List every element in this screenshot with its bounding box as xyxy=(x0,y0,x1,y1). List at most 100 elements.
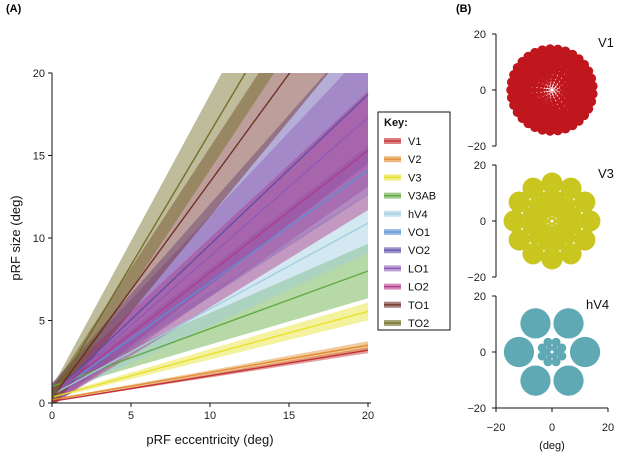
prf-dot xyxy=(543,357,553,367)
prf-dot xyxy=(550,87,552,89)
prf-dot xyxy=(549,89,551,91)
prf-dot xyxy=(536,82,543,89)
prf-dot xyxy=(506,85,517,95)
y-tick-label: 15 xyxy=(33,151,45,163)
legend-label-hv4: hV4 xyxy=(408,209,428,221)
prf-dot xyxy=(554,90,558,93)
prf-dot xyxy=(542,98,548,105)
prf-dot xyxy=(559,209,569,219)
prf-dot xyxy=(551,216,556,221)
band-hv4 xyxy=(52,193,368,400)
x-tick-label: 5 xyxy=(128,410,134,422)
prf-dot xyxy=(557,351,567,361)
subplot-y-tick-label: −20 xyxy=(467,403,486,415)
prf-dot xyxy=(542,75,548,82)
prf-dot xyxy=(552,91,554,93)
y-ticks: 0 5 10 15 20 xyxy=(33,68,52,410)
panel-b-x-axis-title: (deg) xyxy=(539,440,565,452)
prf-dot xyxy=(540,91,546,97)
legend: Key: V1 V2 V3 V3AB hV4 VO1 VO2 LO1 LO2 TO1 TO2 xyxy=(377,111,451,331)
fit-line-v1 xyxy=(52,349,369,403)
prf-dot xyxy=(586,73,597,84)
prf-dot xyxy=(552,87,554,89)
prf-dot xyxy=(506,77,517,88)
panel-b-x-tick-label: 20 xyxy=(602,422,614,434)
legend-label-to1: TO1 xyxy=(408,300,429,312)
prf-dot xyxy=(556,91,560,95)
prf-dot xyxy=(547,229,557,239)
prf-dot xyxy=(550,81,554,85)
prf-dot xyxy=(552,92,556,95)
prf-dot xyxy=(540,87,545,93)
subplot-label: V3 xyxy=(598,166,614,181)
legend-label-v1: V1 xyxy=(408,136,421,148)
subplot-label: hV4 xyxy=(586,297,609,312)
prf-dot xyxy=(554,87,558,90)
band-v3 xyxy=(52,302,368,399)
prf-dot xyxy=(547,100,553,106)
prf-dot xyxy=(541,172,563,194)
prf-dot xyxy=(550,235,566,251)
panel-a: 0 5 10 15 20 0 5 10 15 20 pRF eccentricity (deg)… xyxy=(8,68,451,447)
x-ticks: 0 5 10 15 20 xyxy=(49,403,374,422)
prf-dot xyxy=(536,91,543,98)
prf-dot xyxy=(552,85,556,88)
prf-dot xyxy=(546,97,552,102)
x-tick-label: 15 xyxy=(283,410,295,422)
prf-dot xyxy=(534,216,544,226)
prf-dot xyxy=(535,223,545,233)
prf-dot xyxy=(553,89,555,91)
legend-label-lo1: LO1 xyxy=(408,263,429,275)
prf-dot xyxy=(537,351,547,361)
legend-label-v2: V2 xyxy=(408,154,421,166)
band-to2 xyxy=(52,73,275,403)
subplot-y-tick-label: 0 xyxy=(480,85,486,97)
prf-dot xyxy=(520,308,551,339)
prf-dot xyxy=(552,125,563,136)
fit-line-lo1 xyxy=(52,117,369,396)
prf-dot xyxy=(557,88,561,92)
prf-dot xyxy=(553,365,584,396)
prf-dot xyxy=(543,337,553,347)
panel-b-x-tick-label: −20 xyxy=(487,422,506,434)
legend-label-to2: TO2 xyxy=(408,318,429,330)
prf-dot xyxy=(547,74,553,80)
prf-dot xyxy=(566,207,582,223)
prf-dot xyxy=(508,229,530,251)
prf-dot xyxy=(554,228,564,238)
prf-dot xyxy=(553,308,584,339)
prf-dot xyxy=(530,86,538,94)
legend-label-vo2: VO2 xyxy=(408,245,430,257)
legend-label-v3ab: V3AB xyxy=(408,191,436,203)
subplot-hv4: −20 0 20 hV4 xyxy=(467,291,609,415)
subplot-v1: −20 0 20 V1 xyxy=(467,29,614,153)
legend-items: V1 V2 V3 V3AB hV4 VO1 VO2 LO1 LO2 TO1 TO2 xyxy=(384,136,436,330)
x-tick-label: 20 xyxy=(362,410,374,422)
subplot-y-tick-label: 20 xyxy=(474,291,486,303)
prf-dot xyxy=(545,125,555,136)
x-tick-label: 10 xyxy=(204,410,216,422)
prf-dot xyxy=(550,95,554,99)
prf-dot xyxy=(587,81,598,92)
legend-label-vo1: VO1 xyxy=(408,227,430,239)
prf-dot xyxy=(587,88,598,99)
prf-dot xyxy=(535,87,542,93)
fit-line-vo2 xyxy=(52,93,369,396)
subplot-y-tick-label: 20 xyxy=(474,29,486,41)
prf-dot xyxy=(541,248,563,270)
prf-dot xyxy=(543,80,548,85)
prf-dot xyxy=(546,88,549,92)
x-tick-label: 0 xyxy=(49,410,55,422)
prf-dot xyxy=(556,85,560,89)
fit-line-lo2 xyxy=(52,149,369,396)
fit-line-vo1 xyxy=(52,169,369,396)
prf-dot xyxy=(543,95,548,100)
subplot-v3: −20 0 20 V3 xyxy=(467,160,614,284)
prf-dot xyxy=(551,337,561,347)
prf-dot xyxy=(574,229,596,251)
panel-b: −20 0 20 V1 −20 0 20 V3 −20 0 20 hV4 −20 0 20 xyxy=(467,29,614,434)
prf-dot xyxy=(553,219,558,223)
prf-dot xyxy=(562,87,569,93)
fit-line-hv4 xyxy=(52,222,369,396)
